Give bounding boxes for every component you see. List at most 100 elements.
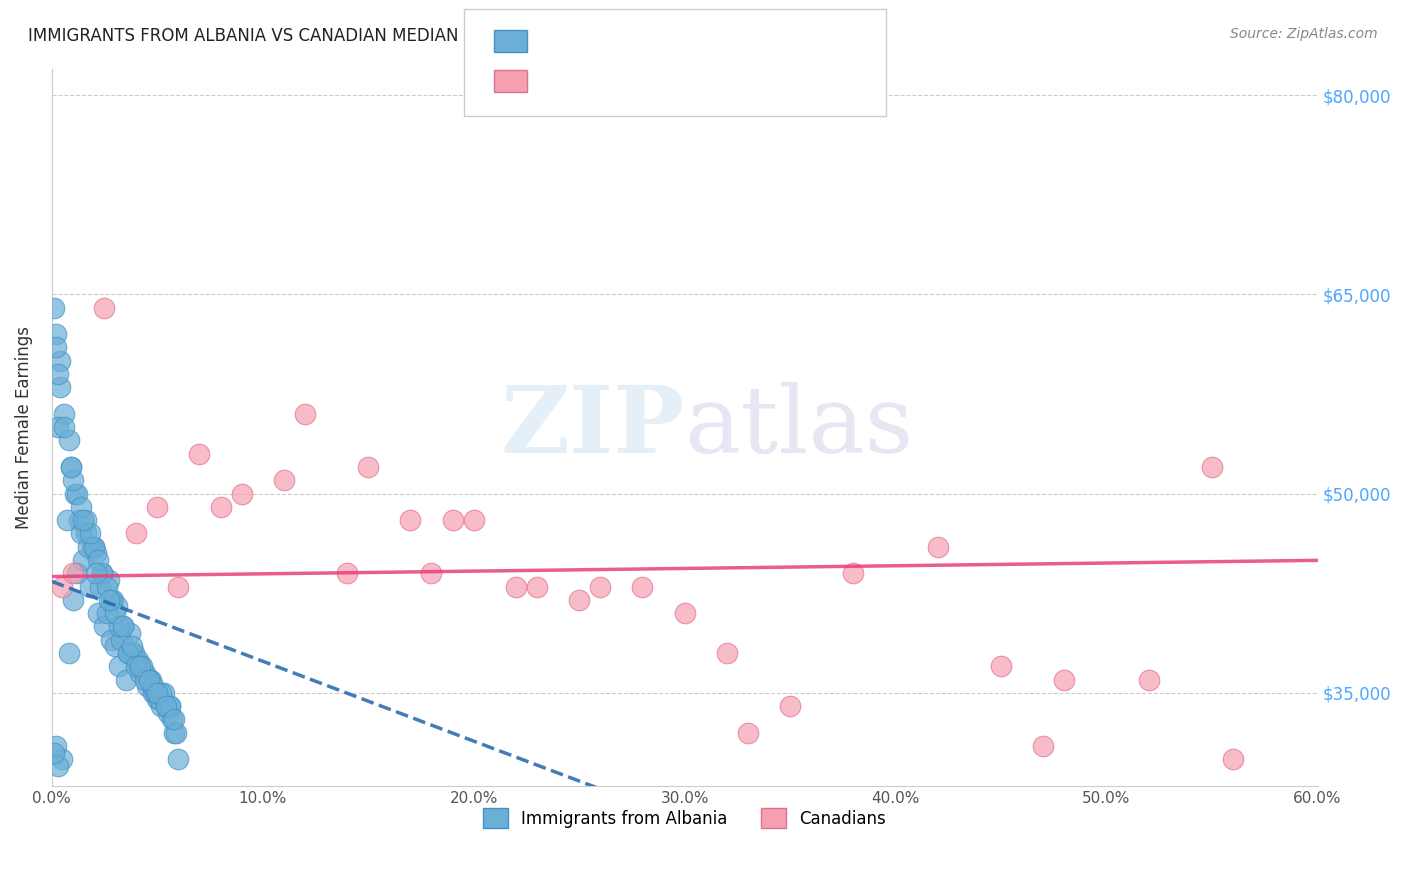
Point (139, 673, 162, 687)
Point (80, 540, 103, 554)
Point (75, 513, 97, 527)
Point (104, 640, 127, 654)
Point (420, 566, 443, 581)
Point (842, 566, 865, 581)
Point (79, 580, 101, 594)
Point (105, 599, 128, 614)
Point (138, 673, 160, 687)
Point (155, 699, 177, 714)
Point (163, 725, 186, 739)
Point (87, 606, 110, 620)
Point (294, 407, 316, 421)
Point (97, 573, 120, 587)
Point (46, 759, 69, 773)
Point (121, 640, 143, 654)
Text: N =: N = (626, 31, 678, 49)
Point (134, 665, 156, 680)
Point (117, 646, 139, 660)
Point (75, 526, 97, 541)
Point (58, 434, 80, 448)
Point (1201, 460, 1223, 475)
Point (135, 679, 157, 693)
Point (146, 692, 169, 706)
Point (72, 513, 94, 527)
Text: R =: R = (499, 71, 557, 89)
Point (93, 619, 115, 633)
Point (589, 580, 612, 594)
Point (127, 652, 149, 666)
Point (87, 553, 110, 567)
Point (104, 606, 127, 620)
Point (990, 659, 1012, 673)
Point (42, 746, 65, 760)
Point (72, 553, 94, 567)
Point (148, 692, 170, 706)
Point (55, 513, 77, 527)
Point (125, 659, 148, 673)
Point (110, 632, 132, 647)
Point (51, 580, 73, 594)
Y-axis label: Median Female Earnings: Median Female Earnings (15, 326, 32, 529)
Point (91, 566, 114, 581)
Point (167, 752, 190, 766)
Point (231, 486, 253, 500)
Point (121, 646, 143, 660)
Point (62, 592, 84, 607)
Point (46, 420, 69, 434)
Point (45, 739, 67, 753)
Point (101, 592, 124, 607)
Point (159, 699, 181, 714)
Point (131, 659, 153, 673)
Point (45, 327, 67, 342)
Point (150, 686, 173, 700)
Point (84, 546, 107, 560)
Point (70, 526, 93, 541)
Point (93, 301, 115, 315)
Point (737, 725, 759, 739)
Point (505, 580, 527, 594)
Point (209, 500, 232, 514)
Point (49, 380, 72, 394)
Point (91, 566, 114, 581)
Point (159, 699, 181, 714)
Point (631, 580, 654, 594)
Point (146, 500, 169, 514)
Point (53, 407, 76, 421)
Point (1032, 739, 1054, 753)
Point (143, 686, 166, 700)
Point (155, 699, 177, 714)
Text: 0.046: 0.046 (562, 71, 614, 89)
Point (89, 580, 111, 594)
Point (114, 673, 136, 687)
Point (97, 592, 120, 607)
Point (122, 646, 145, 660)
Text: -0.134: -0.134 (562, 31, 621, 49)
Point (673, 606, 696, 620)
Point (96, 580, 118, 594)
Point (62, 473, 84, 487)
Point (779, 699, 801, 714)
Point (63, 486, 86, 500)
Point (1137, 673, 1160, 687)
Point (165, 725, 187, 739)
Point (273, 473, 295, 487)
Point (49, 353, 72, 368)
Text: atlas: atlas (685, 382, 914, 472)
Point (568, 592, 591, 607)
Point (45, 341, 67, 355)
Point (100, 592, 122, 607)
Point (526, 580, 548, 594)
Point (156, 706, 179, 720)
Point (83, 540, 105, 554)
Point (117, 646, 139, 660)
Point (142, 679, 165, 693)
Text: 34: 34 (686, 71, 710, 89)
Text: N =: N = (626, 71, 678, 89)
Point (112, 619, 135, 633)
Point (108, 619, 131, 633)
Point (83, 540, 105, 554)
Point (112, 619, 135, 633)
Point (96, 606, 118, 620)
Point (53, 420, 76, 434)
Point (142, 686, 165, 700)
